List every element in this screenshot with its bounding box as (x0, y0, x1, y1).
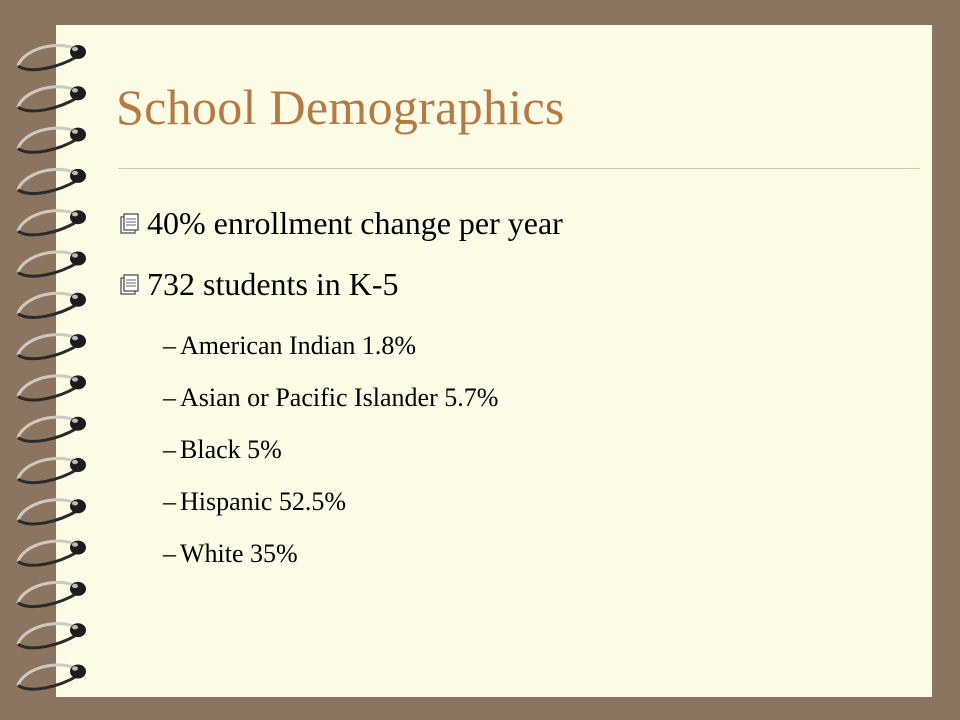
dash-marker: – (163, 331, 176, 360)
spiral-ring (16, 622, 86, 650)
sub-item-text: White 35% (180, 539, 298, 568)
spiral-ring (16, 250, 86, 278)
notepad-icon (120, 212, 139, 234)
spiral-ring (16, 126, 86, 154)
spiral-ring (16, 291, 86, 319)
spiral-ring (16, 663, 86, 691)
sub-list-item: – Hispanic 52.5% (163, 487, 346, 517)
sub-item-text: American Indian 1.8% (180, 331, 417, 360)
spiral-ring (16, 415, 86, 443)
spiral-ring (16, 167, 86, 196)
sub-item-text: Hispanic 52.5% (180, 487, 347, 516)
spiral-ring (16, 580, 86, 609)
spiral-ring (16, 539, 86, 567)
spiral-ring (16, 374, 86, 402)
sub-item-text: Black 5% (180, 435, 282, 464)
bullet-text: 40% enrollment change per year (147, 205, 563, 241)
spiral-ring (16, 209, 86, 237)
dash-marker: – (163, 539, 176, 568)
notepad-icon (120, 273, 139, 295)
sub-list-item: – American Indian 1.8% (163, 331, 416, 361)
bullet-text: 732 students in K-5 (147, 266, 399, 302)
spiral-ring (16, 43, 86, 72)
spiral-binding-icon (16, 43, 86, 691)
spiral-ring (16, 456, 86, 485)
sub-list-item: – Black 5% (163, 435, 282, 465)
spiral-ring (16, 333, 86, 361)
bullet-item: 40% enrollment change per year (117, 205, 563, 242)
title-divider (118, 168, 920, 169)
sub-list-item: – White 35% (163, 539, 298, 569)
dash-marker: – (163, 487, 176, 516)
slide-title: School Demographics (116, 79, 565, 135)
spiral-ring (16, 85, 86, 113)
sub-item-text: Asian or Pacific Islander 5.7% (180, 383, 499, 412)
spiral-ring (16, 498, 86, 526)
sub-list-item: – Asian or Pacific Islander 5.7% (163, 383, 498, 413)
dash-marker: – (163, 435, 176, 464)
slide-page (56, 25, 932, 697)
dash-marker: – (163, 383, 176, 412)
bullet-item: 732 students in K-5 (117, 266, 399, 303)
